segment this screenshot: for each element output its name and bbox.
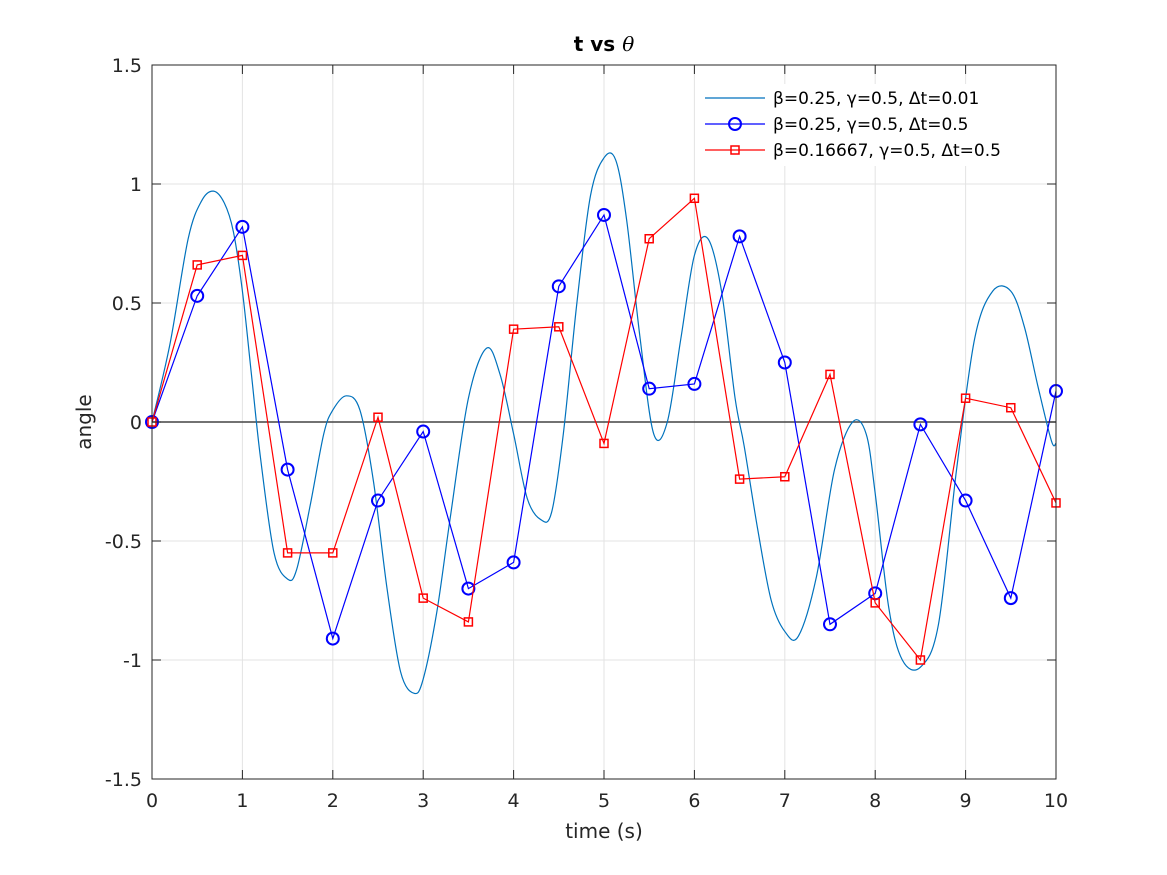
legend-label: β=0.25, γ=0.5, Δt=0.5 <box>773 115 968 135</box>
series-line <box>151 213 1057 641</box>
legend-items: β=0.25, γ=0.5, Δt=0.01 β=0.25, γ=0.5, Δt=… <box>705 89 1001 161</box>
y-axis-label: angle <box>72 394 96 450</box>
legend-label: β=0.25, γ=0.5, Δt=0.01 <box>773 89 979 109</box>
data-point <box>597 207 611 222</box>
y-tick-label: 1 <box>130 174 142 196</box>
data-point <box>958 493 973 508</box>
series-line <box>151 152 1057 695</box>
data-point <box>780 471 790 482</box>
chart-title: t vs θ <box>574 32 634 56</box>
y-tick-label: -1 <box>123 650 142 672</box>
data-point <box>325 631 340 646</box>
data-point <box>1003 591 1018 606</box>
axis-ticks <box>151 64 1057 780</box>
x-tick-label: 10 <box>1044 790 1068 812</box>
x-tick-label: 5 <box>598 790 610 812</box>
x-tick-label: 2 <box>327 790 339 812</box>
data-point <box>461 581 476 596</box>
x-tick-label: 3 <box>417 790 429 812</box>
x-tick-label: 7 <box>779 790 791 812</box>
data-point <box>599 438 609 449</box>
data-point <box>371 493 385 508</box>
legend-entry-2: β=0.25, γ=0.5, Δt=0.5 <box>705 115 968 135</box>
chart-title-symbol: θ <box>622 32 634 56</box>
x-tick-label: 1 <box>236 790 248 812</box>
data-point <box>280 462 295 477</box>
y-tick-label: 1.5 <box>112 55 142 77</box>
data-point <box>644 233 654 244</box>
data-point <box>190 288 205 303</box>
x-axis-label: time (s) <box>565 819 643 843</box>
data-point <box>508 324 519 334</box>
legend-marker <box>730 145 740 155</box>
data-point <box>823 617 837 632</box>
data-point <box>554 322 564 332</box>
data-point <box>915 655 926 665</box>
data-point <box>506 555 521 570</box>
legend-entry-1: β=0.25, γ=0.5, Δt=0.01 <box>705 89 979 109</box>
legend-marker <box>728 117 742 131</box>
data-point <box>960 393 971 403</box>
data-point <box>373 412 383 422</box>
series-line <box>151 197 1057 662</box>
data-point <box>689 193 700 204</box>
data-point <box>1006 402 1016 413</box>
data-point <box>687 376 702 391</box>
data-point <box>734 474 745 484</box>
data-point <box>463 617 474 627</box>
tick-labels: 0 1 2 3 4 5 6 7 8 9 10 -1.5 -1 -0.5 0 0.5 1 1.5 <box>105 55 1068 812</box>
legend-entry-3: β=0.16667, γ=0.5, Δt=0.5 <box>705 141 1001 161</box>
data-point <box>282 548 293 558</box>
y-tick-label: 0 <box>130 412 142 434</box>
series-2 <box>145 207 1063 646</box>
chart-title-text: t vs <box>574 32 622 56</box>
data-point <box>416 424 431 439</box>
legend: β=0.25, γ=0.5, Δt=0.01 β=0.25, γ=0.5, Δt=… <box>695 84 1039 166</box>
x-tick-label: 8 <box>869 790 881 812</box>
data-point <box>551 279 566 294</box>
x-tick-label: 4 <box>508 790 520 812</box>
x-tick-label: 6 <box>688 790 700 812</box>
data-point <box>732 229 747 244</box>
y-tick-label: 0.5 <box>112 293 142 315</box>
y-tick-label: -0.5 <box>105 531 142 553</box>
legend-label: β=0.16667, γ=0.5, Δt=0.5 <box>773 141 1001 161</box>
data-point <box>870 598 880 608</box>
x-tick-label: 9 <box>960 790 972 812</box>
data-point <box>192 260 202 270</box>
data-point <box>328 548 338 558</box>
data-point <box>642 381 657 396</box>
series-1 <box>151 152 1057 695</box>
data-point <box>418 593 428 603</box>
data-point <box>913 417 928 432</box>
data-point <box>237 250 248 261</box>
series-layer <box>145 152 1063 695</box>
y-tick-label: -1.5 <box>105 769 142 791</box>
data-point <box>825 369 835 380</box>
data-point <box>235 219 250 234</box>
data-point <box>777 355 792 370</box>
x-tick-label: 0 <box>146 790 158 812</box>
